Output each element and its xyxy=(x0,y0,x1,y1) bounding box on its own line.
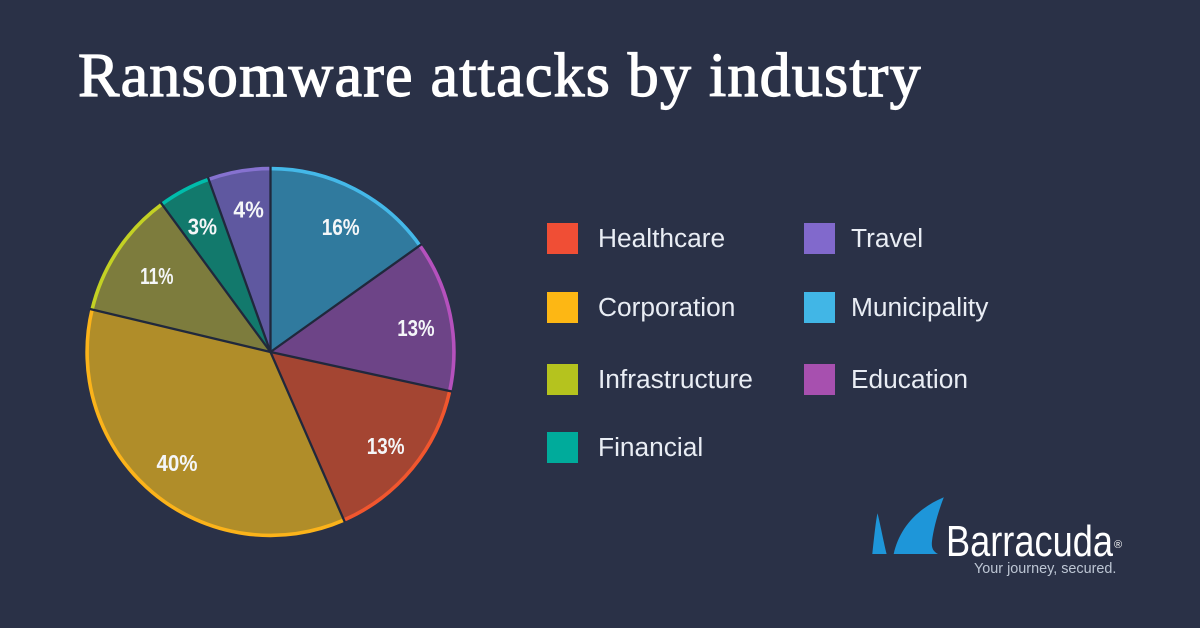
svg-text:40%: 40% xyxy=(156,450,197,476)
svg-text:13%: 13% xyxy=(367,433,405,459)
svg-text:4%: 4% xyxy=(233,196,263,222)
svg-text:11%: 11% xyxy=(140,263,173,289)
svg-text:16%: 16% xyxy=(322,214,360,240)
svg-text:3%: 3% xyxy=(188,213,217,239)
svg-text:13%: 13% xyxy=(397,315,434,341)
